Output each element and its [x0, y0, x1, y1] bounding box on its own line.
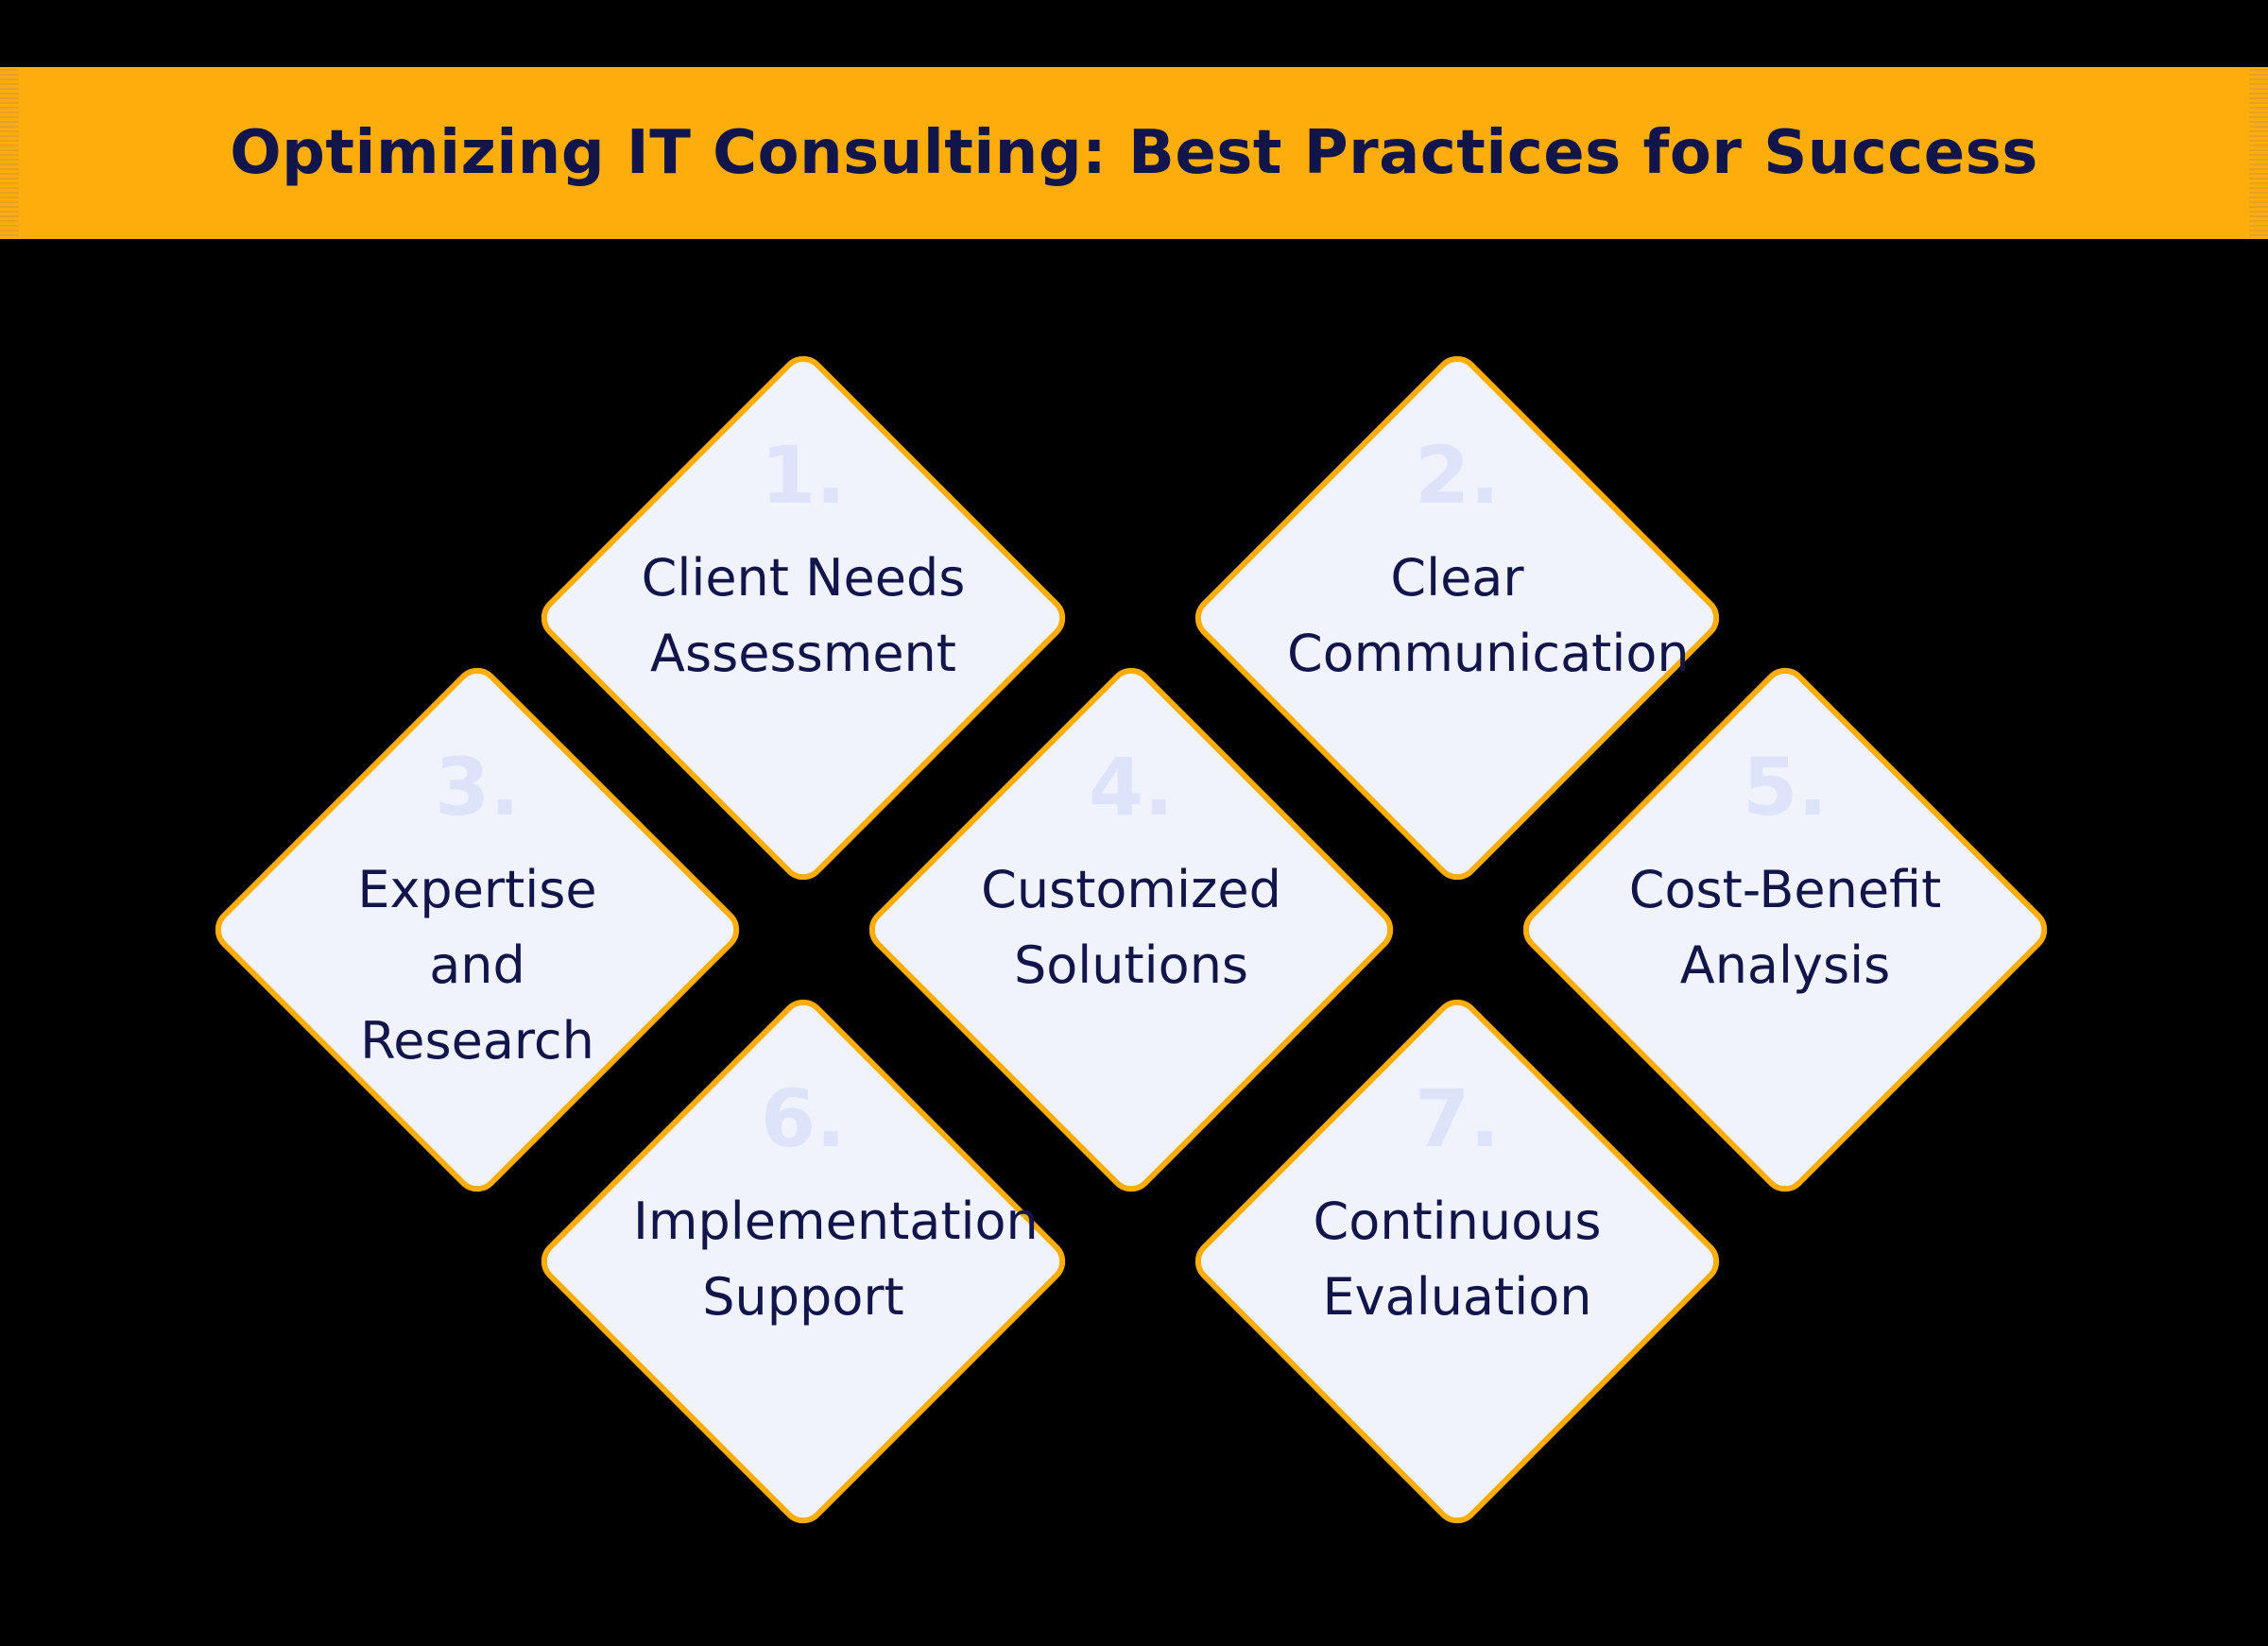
diagram-title: Optimizing IT Consulting: Best Practices… — [230, 118, 2038, 188]
step-label: Cost-Benefit Analysis — [1628, 860, 1942, 995]
step-2-clear-communication: 2. Clear Communication — [1174, 334, 1741, 901]
step-number: 1. — [760, 429, 847, 522]
step-number: 3. — [434, 741, 521, 833]
step-number: 5. — [1742, 741, 1829, 833]
step-4-customized-solutions: 4. Customized Solutions — [848, 646, 1415, 1213]
step-label: Continuous Evaluation — [1313, 1192, 1602, 1327]
step-1-client-needs-assessment: 1. Client Needs Assessment — [520, 334, 1087, 901]
title-banner: Optimizing IT Consulting: Best Practices… — [0, 67, 2268, 239]
step-label: Customized Solutions — [981, 860, 1281, 995]
step-3-expertise-and-research: 3. Expertise and Research — [194, 646, 761, 1213]
step-7-continuous-evaluation: 7. Continuous Evaluation — [1174, 978, 1741, 1545]
step-label: Client Needs Assessment — [641, 548, 966, 683]
step-label: Clear Communication — [1287, 548, 1690, 683]
step-6-implementation-support: 6. Implementation Support — [520, 978, 1087, 1545]
step-number: 6. — [760, 1072, 847, 1165]
step-5-cost-benefit-analysis: 5. Cost-Benefit Analysis — [1502, 646, 2069, 1213]
step-number: 4. — [1088, 741, 1175, 833]
step-number: 7. — [1414, 1072, 1501, 1165]
step-number: 2. — [1414, 429, 1501, 522]
step-label: Expertise and Research — [357, 860, 597, 1071]
step-label: Implementation Support — [633, 1192, 1039, 1327]
